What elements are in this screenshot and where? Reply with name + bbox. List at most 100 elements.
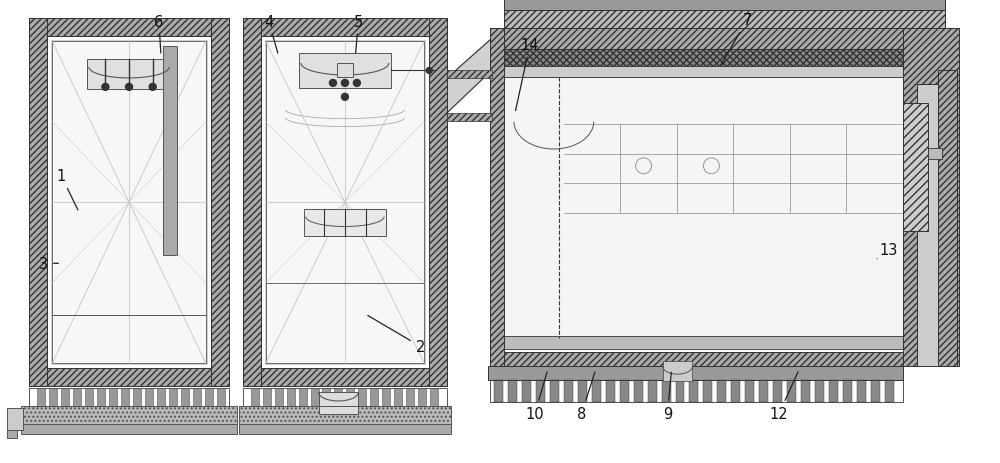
Bar <box>564 380 573 402</box>
Bar <box>29 19 47 386</box>
Bar <box>29 19 229 37</box>
Text: 5: 5 <box>354 15 363 54</box>
Text: 3: 3 <box>39 256 58 271</box>
Bar <box>85 388 93 406</box>
Bar <box>717 380 726 402</box>
Bar <box>843 380 852 402</box>
Bar <box>7 430 17 438</box>
Bar <box>522 380 531 402</box>
Bar <box>648 380 657 402</box>
Bar <box>490 50 959 67</box>
Circle shape <box>341 94 348 101</box>
Bar <box>504 0 945 11</box>
Bar <box>311 388 319 406</box>
Bar <box>663 362 692 381</box>
Bar <box>871 380 880 402</box>
Bar <box>620 380 629 402</box>
Bar <box>606 380 615 402</box>
Text: 14: 14 <box>516 38 539 112</box>
Text: 1: 1 <box>57 169 78 211</box>
Bar <box>37 388 45 406</box>
Bar <box>490 29 504 366</box>
Bar <box>61 388 69 406</box>
Bar <box>447 113 492 121</box>
Bar <box>87 60 171 90</box>
Bar <box>287 388 295 406</box>
Bar <box>689 380 698 402</box>
Bar <box>490 380 903 402</box>
Text: 6: 6 <box>154 15 164 54</box>
Bar <box>163 47 177 256</box>
Polygon shape <box>447 39 492 113</box>
Bar <box>169 388 177 406</box>
Bar <box>358 388 366 406</box>
Bar <box>319 392 358 414</box>
Bar <box>429 19 447 386</box>
Bar <box>815 380 824 402</box>
Bar <box>243 388 447 406</box>
Bar <box>121 388 129 406</box>
Bar <box>773 380 782 402</box>
Bar <box>578 380 587 402</box>
Bar <box>21 424 237 434</box>
Bar <box>109 388 117 406</box>
Bar <box>346 388 354 406</box>
Bar <box>938 71 957 366</box>
Bar <box>447 71 492 79</box>
Bar <box>406 388 414 406</box>
Bar <box>928 148 942 159</box>
Bar <box>488 366 903 380</box>
Bar <box>299 54 391 89</box>
Circle shape <box>329 80 336 87</box>
Bar <box>490 352 903 366</box>
Bar <box>239 424 451 434</box>
Text: 12: 12 <box>770 372 798 421</box>
Bar <box>917 85 952 366</box>
Bar <box>745 380 754 402</box>
Bar <box>787 380 796 402</box>
Text: 7: 7 <box>721 13 752 66</box>
Bar <box>430 388 438 406</box>
Bar <box>857 380 866 402</box>
Bar <box>29 388 229 406</box>
Bar <box>73 388 81 406</box>
Bar <box>885 380 894 402</box>
Circle shape <box>149 84 156 91</box>
Bar <box>903 103 928 232</box>
Bar <box>157 388 165 406</box>
Bar <box>903 29 959 366</box>
Bar <box>801 380 810 402</box>
Bar <box>243 19 447 37</box>
Bar <box>731 380 740 402</box>
Bar <box>239 406 451 424</box>
Bar <box>304 209 386 237</box>
Bar <box>251 388 259 406</box>
Bar <box>263 388 271 406</box>
Bar <box>193 388 201 406</box>
Bar <box>829 380 838 402</box>
Bar <box>494 380 503 402</box>
Bar <box>211 19 229 386</box>
Bar <box>504 78 903 338</box>
Bar <box>243 19 261 386</box>
Text: 2: 2 <box>368 316 425 354</box>
Bar <box>337 64 353 78</box>
Bar <box>676 380 684 402</box>
Circle shape <box>126 84 133 91</box>
Bar <box>181 388 189 406</box>
Bar <box>7 408 23 430</box>
Bar <box>418 388 426 406</box>
Bar <box>266 42 424 363</box>
Text: 8: 8 <box>577 372 595 421</box>
Bar <box>21 406 237 424</box>
Bar <box>49 388 57 406</box>
Bar <box>634 380 643 402</box>
Bar <box>490 67 917 78</box>
Bar <box>145 388 153 406</box>
Circle shape <box>426 69 432 74</box>
Bar <box>504 11 945 29</box>
Bar <box>394 388 402 406</box>
Bar <box>490 336 903 350</box>
Circle shape <box>353 80 360 87</box>
Text: 10: 10 <box>526 372 547 421</box>
